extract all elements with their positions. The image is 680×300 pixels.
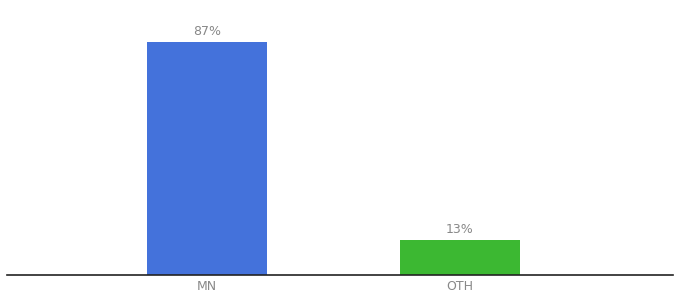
Text: 13%: 13% <box>446 223 474 236</box>
Bar <box>147 42 267 275</box>
Bar <box>400 240 520 275</box>
Text: 87%: 87% <box>192 25 221 38</box>
